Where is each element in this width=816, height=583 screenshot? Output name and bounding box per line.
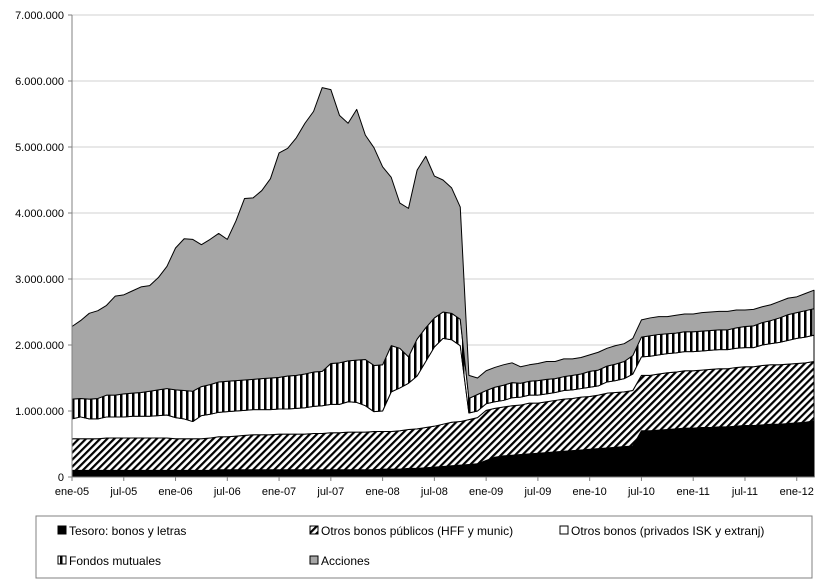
- y-tick-label: 3.000.000: [15, 274, 64, 286]
- legend: Tesoro: bonos y letras Otros bonos públic…: [35, 515, 813, 579]
- x-tick-label: ene-10: [573, 486, 607, 498]
- legend-swatch: [57, 525, 67, 535]
- x-tick-label: ene-08: [365, 486, 399, 498]
- y-tick-labels: 0 1.000.000 2.000.000 3.000.000 4.000.000 5.0…: [15, 10, 72, 484]
- x-tick-label: ene-11: [676, 486, 709, 498]
- legend-swatch: [309, 525, 319, 535]
- x-tick-label: jul-10: [627, 486, 655, 498]
- x-tick-label: jul-11: [731, 486, 758, 498]
- y-tick-label: 0: [58, 472, 64, 484]
- x-tick-label: ene-07: [262, 486, 296, 498]
- x-tick-label: ene-12: [780, 486, 814, 498]
- legend-item-fondos-mutuales: Fondos mutuales: [57, 554, 161, 568]
- x-tick-label: jul-06: [213, 486, 241, 498]
- legend-label: Fondos mutuales: [69, 554, 161, 568]
- x-tick-label: jul-08: [420, 486, 448, 498]
- legend-swatch: [559, 525, 569, 535]
- legend-label: Tesoro: bonos y letras: [69, 524, 186, 538]
- legend-label: Otros bonos públicos (HFF y munic): [321, 524, 513, 538]
- axes: [71, 15, 814, 478]
- y-tick-label: 7.000.000: [15, 10, 64, 22]
- legend-item-tesoro-bonos-y-letras: Tesoro: bonos y letras: [57, 524, 186, 538]
- legend-label: Acciones: [321, 554, 370, 568]
- y-tick-label: 4.000.000: [15, 208, 64, 220]
- legend-item-otros-bonos-privados-isk-y-extranj: Otros bonos (privados ISK y extranj): [559, 524, 764, 538]
- x-tick-labels: ene-05 jul-05 ene-06 jul-06 ene-07 jul-07 ene-…: [55, 477, 814, 498]
- area-acciones: [71, 87, 815, 400]
- legend-item-otros-bonos-publicos-hff-y-munic: Otros bonos públicos (HFF y munic): [309, 524, 513, 538]
- legend-label: Otros bonos (privados ISK y extranj): [571, 524, 764, 538]
- legend-swatch: [309, 555, 319, 565]
- x-tick-label: jul-09: [523, 486, 551, 498]
- y-tick-label: 6.000.000: [15, 76, 64, 88]
- legend-swatch: [57, 555, 67, 565]
- y-tick-label: 1.000.000: [15, 406, 64, 418]
- y-tick-label: 5.000.000: [15, 142, 64, 154]
- x-tick-label: jul-07: [316, 486, 344, 498]
- x-tick-label: jul-05: [109, 486, 137, 498]
- legend-frame: [35, 515, 813, 579]
- x-tick-label: ene-06: [158, 486, 192, 498]
- series-areas: [71, 87, 815, 478]
- y-tick-label: 2.000.000: [15, 340, 64, 352]
- x-tick-label: ene-09: [469, 486, 503, 498]
- x-tick-label: ene-05: [55, 486, 89, 498]
- legend-item-acciones: Acciones: [309, 554, 370, 568]
